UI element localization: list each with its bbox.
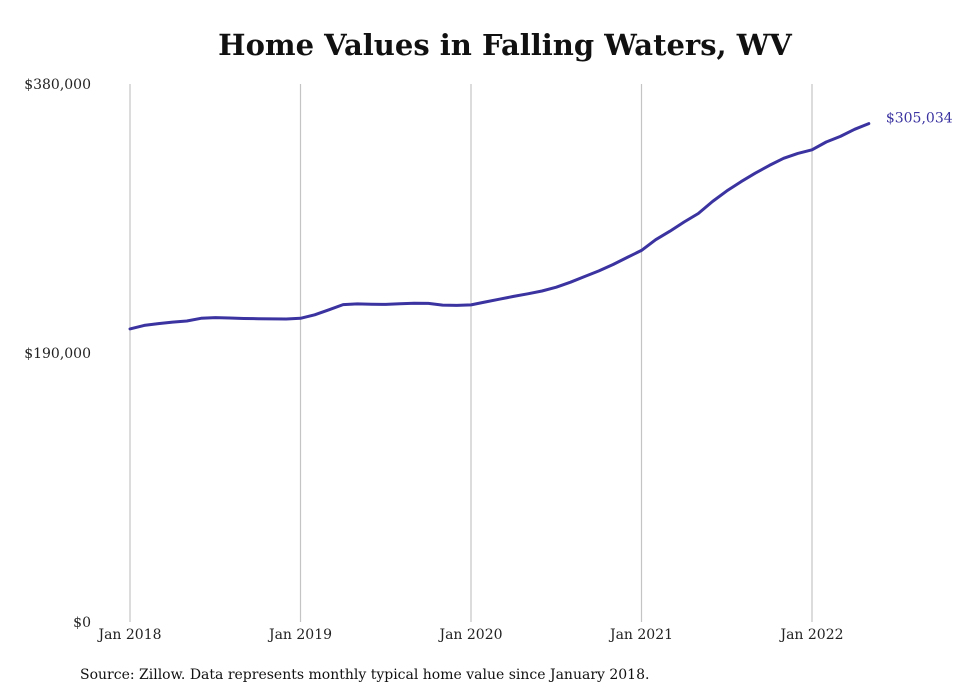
y-axis-ticks: $0 $190,000 $380,000	[24, 77, 91, 631]
gridlines	[129, 84, 813, 622]
x-tick-label: Jan 2022	[778, 627, 843, 643]
x-tick-label: Jan 2020	[437, 627, 502, 643]
series-line	[128, 122, 871, 331]
x-tick-label: Jan 2018	[96, 627, 161, 643]
chart-title: Home Values in Falling Waters, WV	[218, 28, 792, 62]
x-tick-label: Jan 2019	[267, 627, 332, 643]
line-chart: $0$190,000$380,000 Jan 2018 Jan 2019 Jan 2…	[24, 77, 953, 643]
series-layer	[128, 122, 871, 331]
end-value-label: $305,034	[886, 111, 953, 127]
y-tick-label: $0	[73, 615, 91, 631]
y-tick-label: $380,000	[24, 77, 91, 93]
x-axis-ticks: Jan 2018 Jan 2019 Jan 2020 Jan 2021 Jan 2022	[96, 627, 843, 643]
y-tick-label: $190,000	[24, 346, 91, 362]
source-note: Source: Zillow. Data represents monthly …	[80, 667, 650, 683]
x-tick-label: Jan 2021	[608, 627, 673, 643]
